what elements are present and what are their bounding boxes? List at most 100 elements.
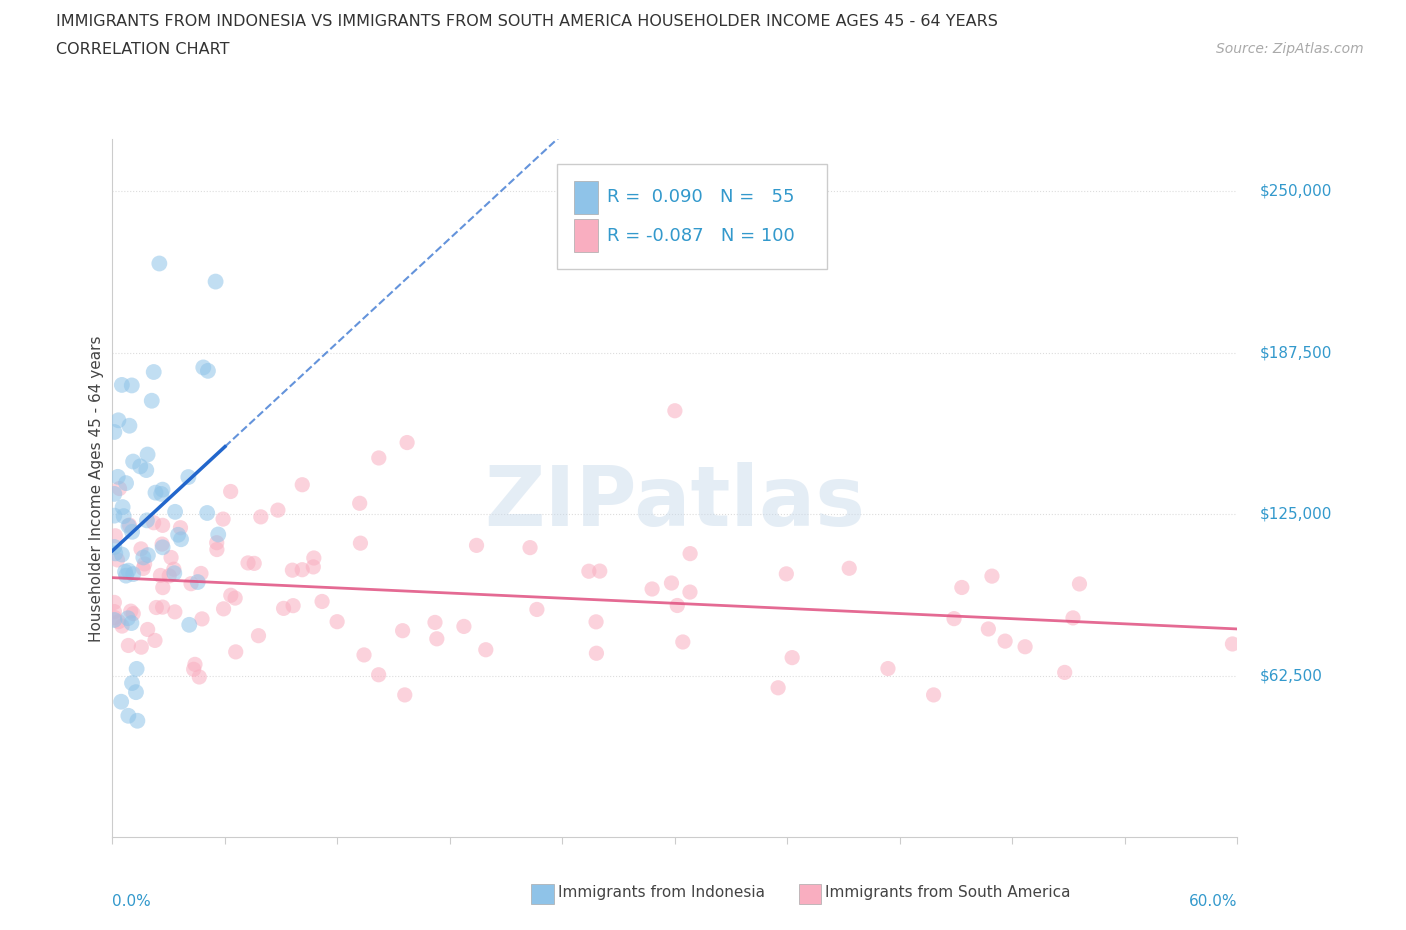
Point: [152, 483, 174, 498]
FancyBboxPatch shape: [574, 219, 599, 253]
Point: [121, 675, 143, 690]
Point: [195, 506, 218, 521]
Point: [672, 634, 695, 649]
Point: [143, 633, 166, 648]
Text: $187,500: $187,500: [1260, 345, 1331, 360]
Point: [165, 504, 187, 519]
Point: [117, 638, 139, 653]
Text: Immigrants from South America: Immigrants from South America: [825, 885, 1071, 900]
Point: [281, 598, 304, 613]
Point: [465, 538, 488, 552]
Point: [152, 539, 174, 554]
Point: [136, 622, 159, 637]
Point: [163, 565, 186, 580]
Point: [117, 709, 139, 724]
Point: [585, 645, 607, 660]
Point: [157, 568, 180, 583]
Point: [103, 539, 125, 554]
Point: [107, 552, 129, 567]
Point: [219, 484, 242, 498]
Point: [129, 458, 152, 473]
Text: 0.0%: 0.0%: [112, 894, 152, 909]
Point: [661, 576, 683, 591]
Point: [212, 512, 235, 526]
Point: [1053, 665, 1076, 680]
Point: [134, 556, 156, 571]
Point: [302, 560, 325, 575]
Point: [950, 580, 973, 595]
Point: [104, 546, 127, 561]
Point: [977, 621, 1000, 636]
Point: [679, 546, 702, 561]
Point: [191, 611, 214, 626]
Point: [135, 462, 157, 477]
Point: [188, 670, 211, 684]
Point: [145, 600, 167, 615]
Point: [780, 650, 803, 665]
Point: [118, 518, 141, 533]
Point: [180, 577, 202, 591]
Point: [103, 604, 125, 619]
Point: [453, 619, 475, 634]
Point: [207, 527, 229, 542]
Text: Immigrants from Indonesia: Immigrants from Indonesia: [558, 885, 765, 900]
Point: [136, 513, 159, 528]
Point: [104, 528, 127, 543]
Point: [115, 475, 138, 490]
Point: [526, 602, 548, 617]
Point: [179, 618, 201, 632]
Point: [225, 644, 247, 659]
Point: [141, 393, 163, 408]
Point: [981, 568, 1004, 583]
Text: 60.0%: 60.0%: [1189, 894, 1237, 909]
Point: [183, 662, 205, 677]
Point: [943, 611, 966, 626]
Point: [519, 540, 541, 555]
Point: [149, 568, 172, 583]
Point: [273, 601, 295, 616]
Text: R = -0.087   N = 100: R = -0.087 N = 100: [607, 227, 796, 245]
Point: [107, 470, 129, 485]
Point: [120, 604, 142, 618]
Point: [641, 581, 664, 596]
Point: [224, 591, 246, 605]
Point: [108, 481, 131, 496]
Point: [190, 566, 212, 581]
Point: [193, 360, 215, 375]
Point: [291, 477, 314, 492]
Point: [994, 633, 1017, 648]
Point: [666, 598, 689, 613]
Point: [349, 496, 371, 511]
Point: [281, 563, 304, 578]
Point: [664, 404, 686, 418]
Point: [122, 606, 145, 621]
Point: [838, 561, 860, 576]
Point: [150, 486, 173, 501]
Point: [163, 604, 186, 619]
Point: [423, 615, 446, 630]
Point: [129, 541, 152, 556]
Point: [205, 542, 228, 557]
Point: [267, 503, 290, 518]
Point: [129, 640, 152, 655]
Point: [219, 588, 242, 603]
Point: [349, 536, 371, 551]
Point: [107, 614, 129, 629]
Point: [205, 536, 228, 551]
Point: [107, 413, 129, 428]
Point: [1069, 577, 1091, 591]
Point: [922, 687, 945, 702]
Point: [145, 485, 167, 500]
Text: IMMIGRANTS FROM INDONESIA VS IMMIGRANTS FROM SOUTH AMERICA HOUSEHOLDER INCOME AG: IMMIGRANTS FROM INDONESIA VS IMMIGRANTS …: [56, 14, 998, 29]
Text: $250,000: $250,000: [1260, 183, 1331, 199]
Point: [212, 602, 235, 617]
Point: [578, 564, 600, 578]
Point: [775, 566, 797, 581]
Point: [125, 684, 148, 699]
Point: [177, 470, 200, 485]
Point: [291, 563, 314, 578]
Point: [132, 561, 155, 576]
Point: [142, 515, 165, 530]
Point: [311, 594, 333, 609]
Point: [103, 613, 125, 628]
